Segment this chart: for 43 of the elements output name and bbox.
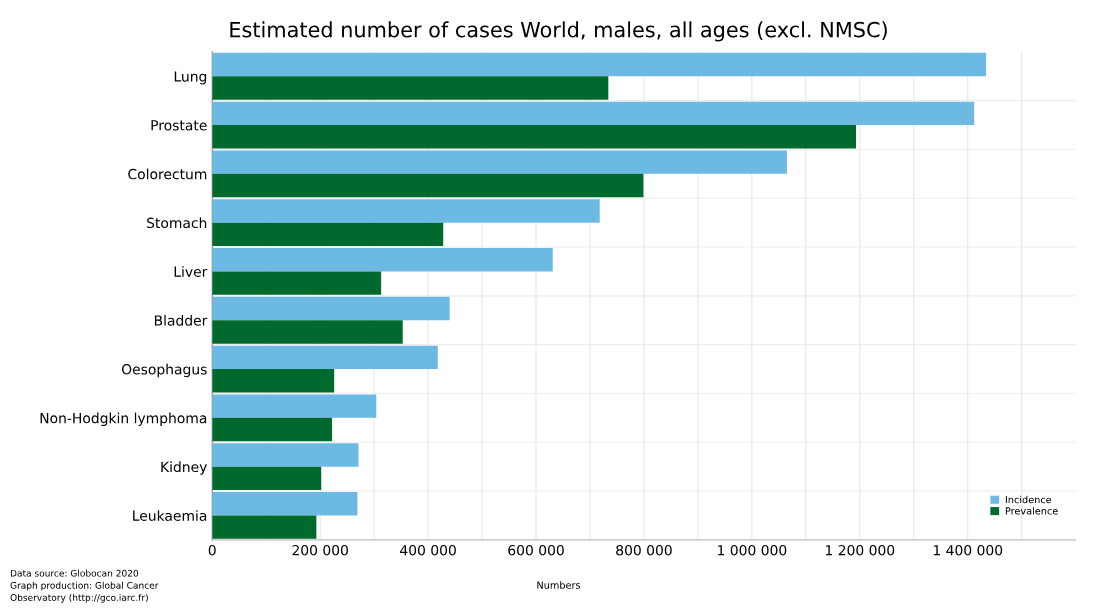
bar [212, 466, 322, 491]
x-tick-label: 1 200 000 [825, 544, 895, 556]
y-tick-label: Stomach [147, 217, 207, 229]
x-tick-label: 1 400 000 [933, 544, 1003, 556]
x-tick-label: 600 000 [508, 544, 564, 556]
bar [212, 369, 335, 393]
y-tick-label: Leukaemia [133, 510, 207, 521]
y-tick-label: Lung [174, 71, 207, 85]
bar [212, 417, 333, 442]
y-tick-label: Colorectum [128, 168, 207, 180]
y-tick-label: Oesophagus [121, 363, 207, 378]
x-tick-label: 400 000 [400, 544, 456, 556]
bar [212, 150, 787, 174]
x-tick-label: 800 000 [616, 544, 672, 556]
bar [212, 52, 987, 77]
chart-title: Estimated number of cases World, males, all ages (excl. NMSC) [230, 21, 887, 42]
bar [212, 515, 317, 539]
bar [212, 222, 444, 247]
bar [212, 443, 359, 467]
bar [212, 125, 857, 149]
bar [212, 199, 600, 223]
x-axis-title: Numbers [537, 581, 581, 589]
legend-label: Incidence [1005, 495, 1052, 504]
y-tick-label: Kidney [161, 461, 207, 475]
y-tick-label: Liver [174, 266, 208, 277]
bar [212, 76, 609, 100]
x-tick-label: 1 000 000 [718, 544, 787, 556]
y-tick-label: Non-Hodgkin lymphoma [40, 412, 207, 427]
bar [212, 345, 438, 370]
y-tick-label: Prostate [151, 120, 207, 131]
bar [212, 492, 358, 516]
bar [212, 296, 450, 321]
y-tick-label: Bladder [154, 314, 208, 326]
x-tick-label: 0 [208, 544, 216, 556]
x-tick-label: 200 000 [292, 544, 348, 556]
bar [212, 271, 382, 295]
legend-label: Prevalence [1005, 507, 1058, 515]
bar [212, 248, 553, 272]
source-note: Data source: Globocan 2020 Graph production: Global Cancer Observatory (http://gco.iarc.fr) [10, 569, 159, 603]
bar [212, 173, 644, 198]
bar [212, 394, 377, 418]
bar [212, 320, 403, 344]
bar [212, 101, 975, 126]
